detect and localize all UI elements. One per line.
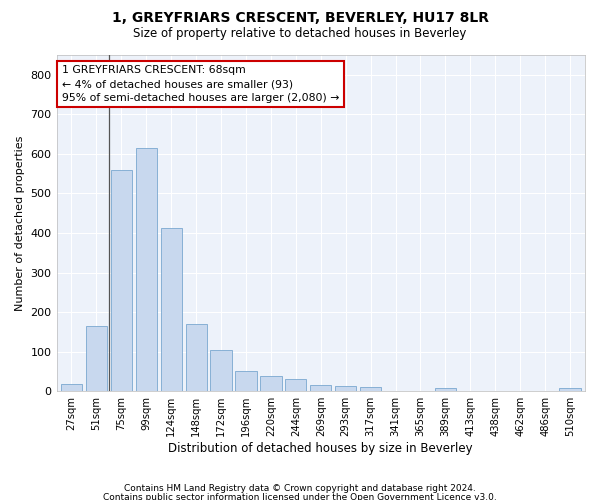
Bar	[161, 228, 182, 391]
Text: 1, GREYFRIARS CRESCENT, BEVERLEY, HU17 8LR: 1, GREYFRIARS CRESCENT, BEVERLEY, HU17 8…	[112, 11, 488, 25]
Bar	[211, 350, 232, 391]
Bar	[111, 170, 132, 391]
Bar	[435, 388, 456, 391]
Y-axis label: Number of detached properties: Number of detached properties	[15, 136, 25, 311]
Bar	[185, 324, 207, 391]
Bar	[260, 376, 281, 391]
Bar	[285, 380, 307, 391]
Bar	[335, 386, 356, 391]
Text: Size of property relative to detached houses in Beverley: Size of property relative to detached ho…	[133, 28, 467, 40]
Text: Contains HM Land Registry data © Crown copyright and database right 2024.: Contains HM Land Registry data © Crown c…	[124, 484, 476, 493]
Text: 1 GREYFRIARS CRESCENT: 68sqm
← 4% of detached houses are smaller (93)
95% of sem: 1 GREYFRIARS CRESCENT: 68sqm ← 4% of det…	[62, 65, 339, 103]
Bar	[235, 370, 257, 391]
Bar	[310, 386, 331, 391]
Text: Contains public sector information licensed under the Open Government Licence v3: Contains public sector information licen…	[103, 494, 497, 500]
Bar	[559, 388, 581, 391]
X-axis label: Distribution of detached houses by size in Beverley: Distribution of detached houses by size …	[169, 442, 473, 455]
Bar	[61, 384, 82, 391]
Bar	[86, 326, 107, 391]
Bar	[360, 388, 381, 391]
Bar	[136, 148, 157, 391]
